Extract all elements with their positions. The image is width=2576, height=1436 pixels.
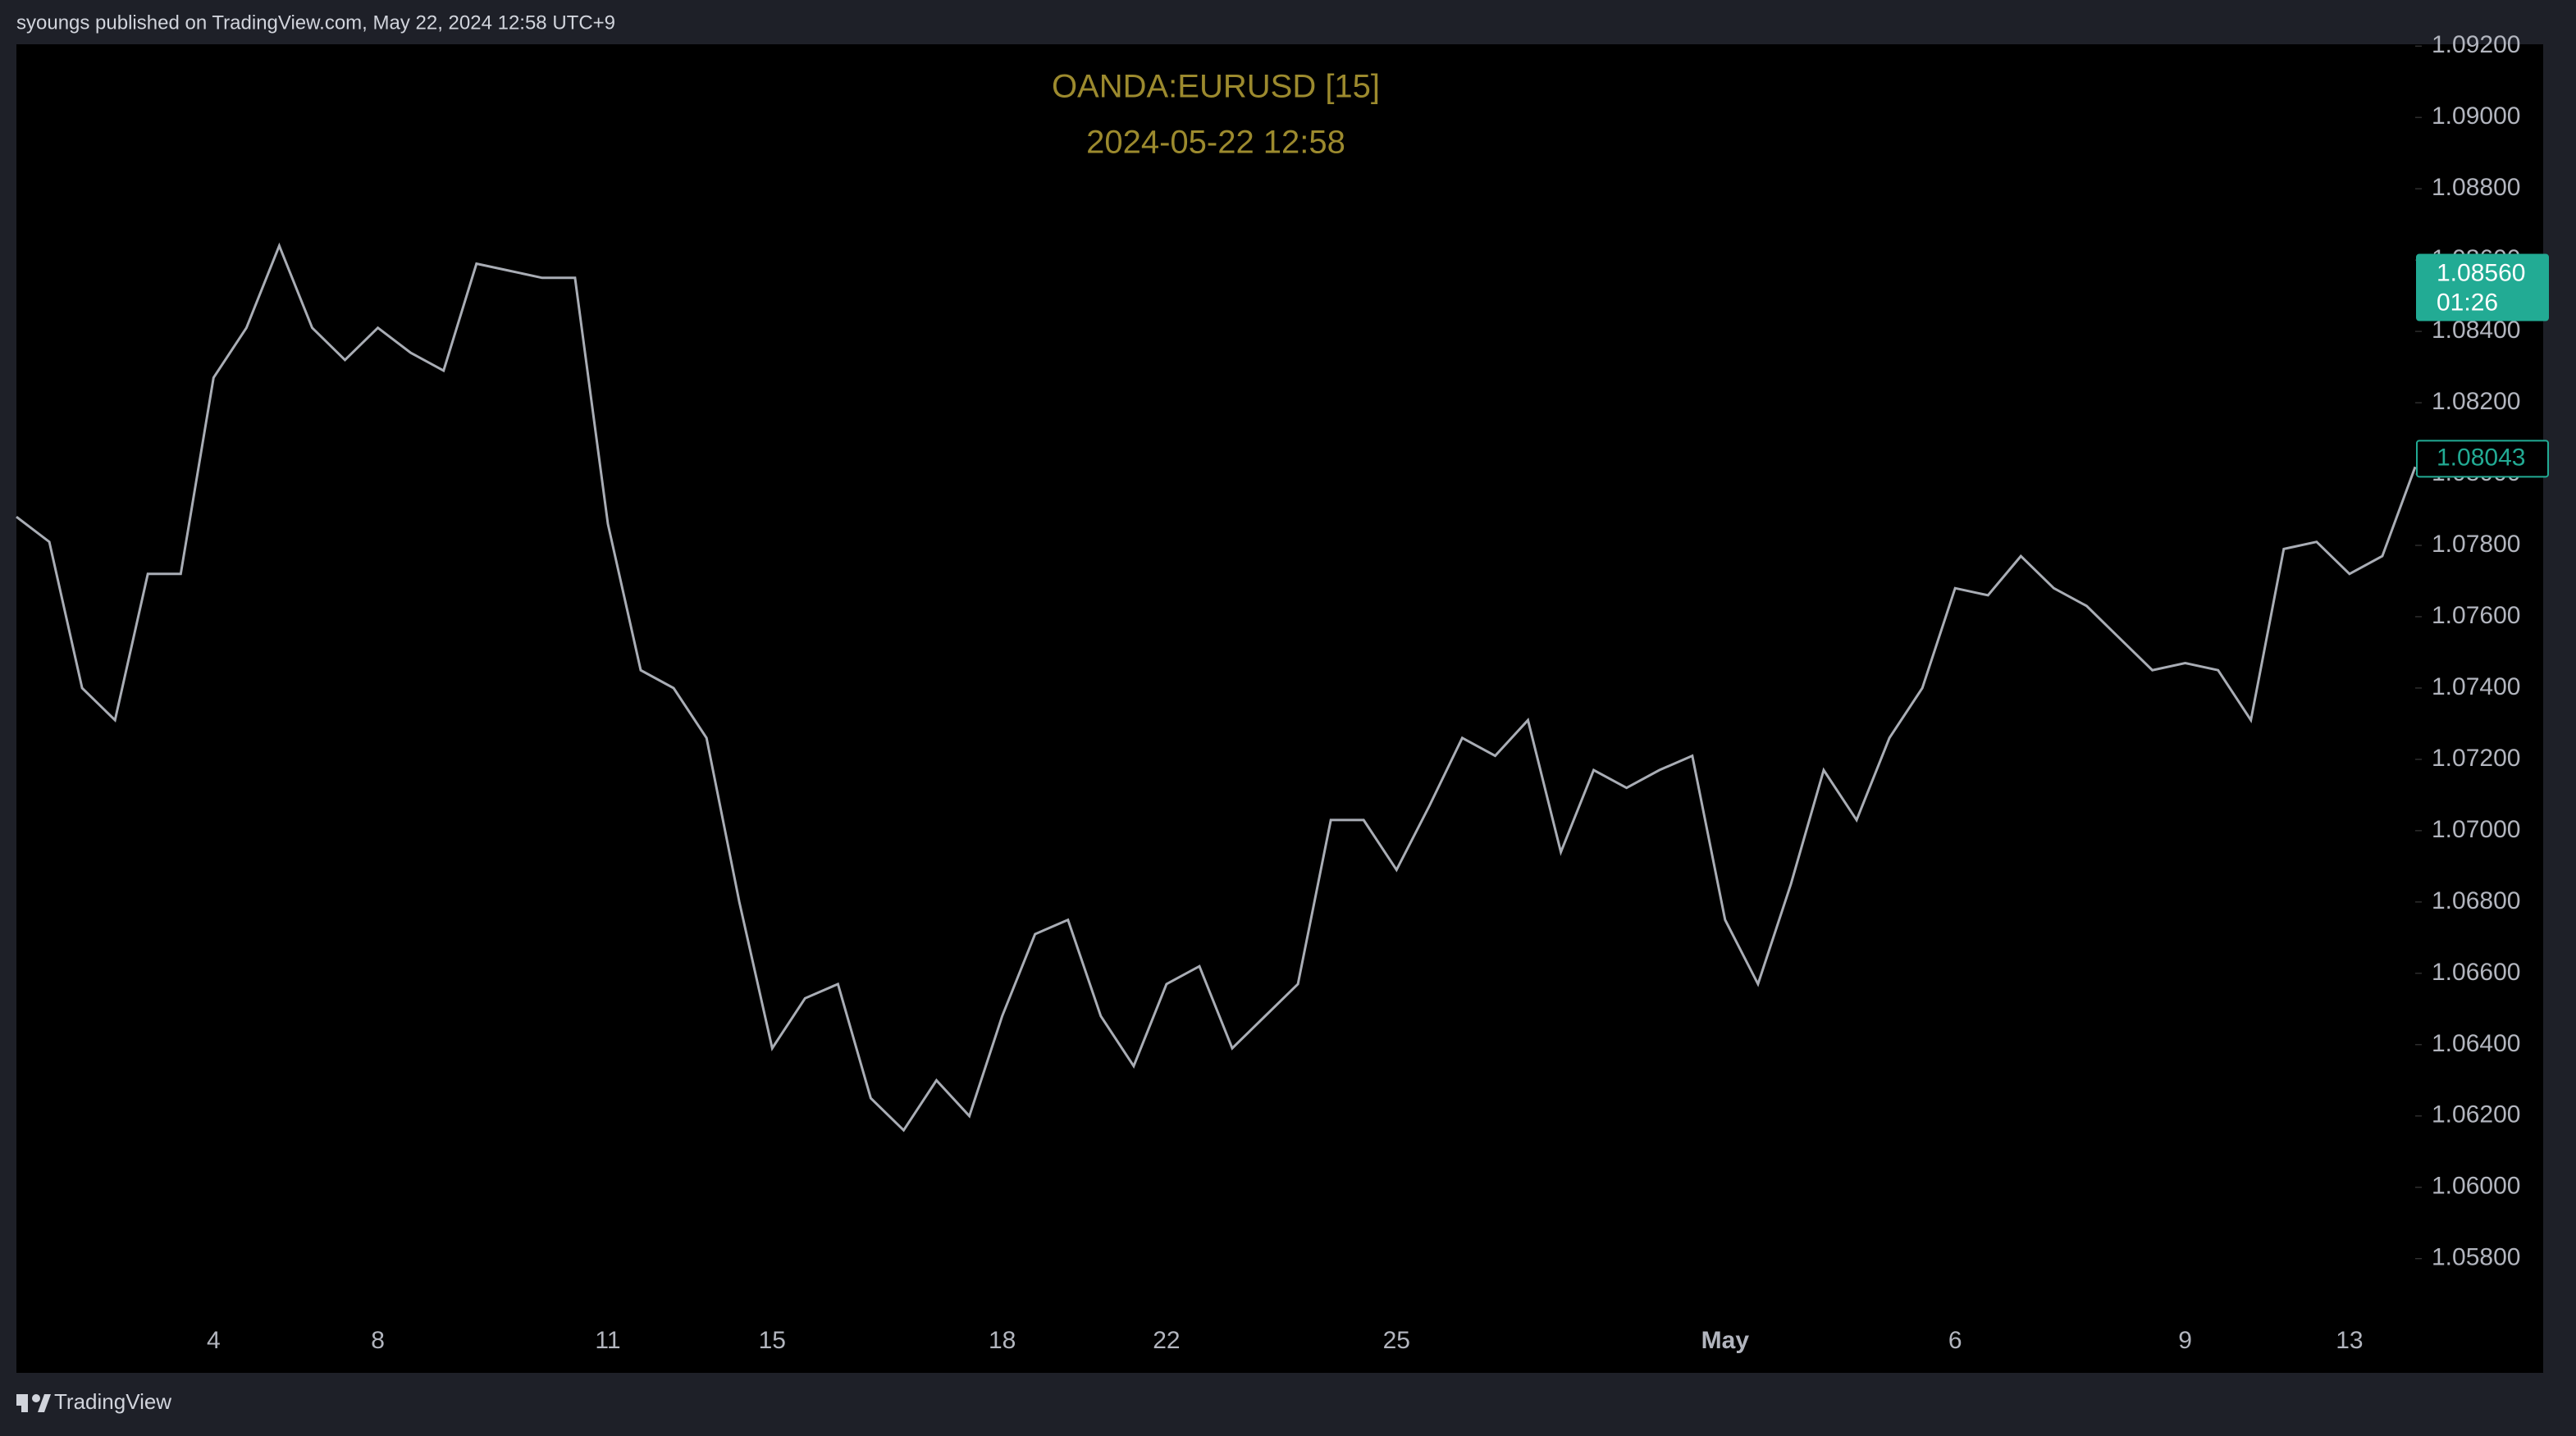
x-tick-label: 11 [595, 1327, 620, 1354]
chart-subtitle: 2024-05-22 12:58 [1086, 125, 1345, 161]
y-tick-label: 1.07400 [2432, 673, 2520, 700]
y-tick-label: 1.07200 [2432, 745, 2520, 772]
y-tick-label: 1.06200 [2432, 1101, 2520, 1128]
y-tick-label: 1.05800 [2432, 1244, 2520, 1271]
y-tick-label: 1.06000 [2432, 1173, 2520, 1200]
plot-area [16, 44, 2543, 1373]
x-tick-label: 9 [2178, 1327, 2192, 1354]
x-tick-label: 8 [371, 1327, 385, 1354]
y-tick-label: 1.06600 [2432, 959, 2520, 986]
y-tick-label: 1.08800 [2432, 174, 2520, 201]
price-tag-countdown: 01:26 [2437, 289, 2498, 316]
price-tag-label: 1.08043 [2437, 444, 2525, 471]
y-tick-label: 1.09000 [2432, 103, 2520, 130]
chart-title: OANDA:EURUSD [15] [1052, 69, 1380, 105]
price-tag [2416, 253, 2549, 321]
y-tick-label: 1.08400 [2432, 317, 2520, 344]
price-tag-label: 1.08560 [2437, 259, 2525, 286]
price-line [16, 242, 2417, 1133]
x-tick-label: 4 [207, 1327, 221, 1354]
x-tick-label: 18 [989, 1327, 1016, 1354]
x-tick-label: 13 [2336, 1327, 2363, 1354]
y-tick-label: 1.09200 [2432, 31, 2520, 58]
header-text: syoungs published on TradingView.com, Ma… [16, 11, 615, 34]
x-tick-label: 6 [1948, 1327, 1962, 1354]
price-tag [2416, 440, 2549, 478]
y-tick-label: 1.06400 [2432, 1030, 2520, 1057]
x-tick-label: 22 [1153, 1327, 1180, 1354]
logo [16, 1394, 51, 1412]
y-tick-label: 1.06800 [2432, 887, 2520, 914]
y-tick-label: 1.07000 [2432, 816, 2520, 843]
x-tick-label: 25 [1383, 1327, 1410, 1354]
y-tick-label: 1.07600 [2432, 602, 2520, 629]
y-tick-label: 1.08200 [2432, 388, 2520, 415]
x-tick-label: 15 [759, 1327, 786, 1354]
x-tick-label: May [1701, 1327, 1750, 1354]
y-tick-label: 1.07800 [2432, 531, 2520, 558]
footer-brand: TradingView [54, 1389, 171, 1414]
